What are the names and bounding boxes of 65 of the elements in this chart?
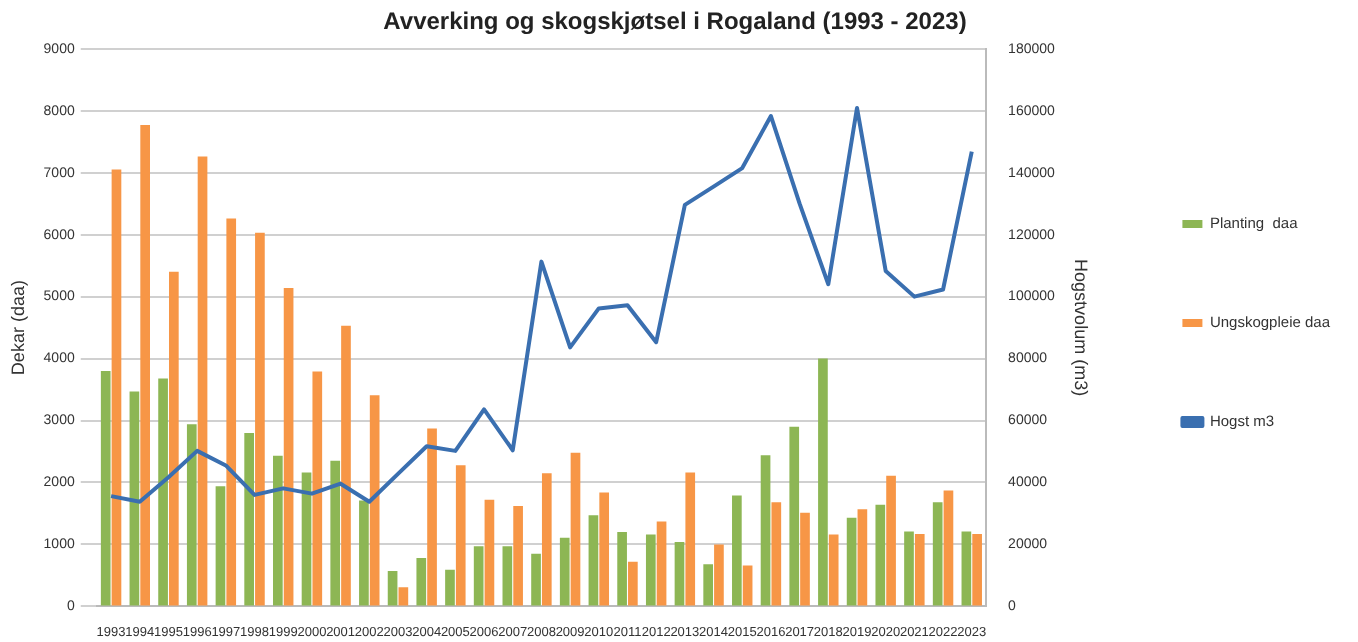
bar (140, 125, 150, 606)
bar (100, 370, 111, 606)
bar (570, 452, 581, 606)
bar (445, 569, 455, 606)
y2-axis-title: Hogstvolum (m3) (1070, 259, 1091, 397)
bar (703, 564, 714, 606)
bar (255, 232, 265, 606)
bar (416, 558, 427, 606)
bar (828, 534, 839, 606)
bar (972, 533, 982, 606)
bar (904, 531, 914, 606)
bar (398, 587, 409, 606)
bar (732, 495, 742, 606)
bar (215, 486, 226, 606)
bar (330, 460, 341, 606)
bar (369, 395, 380, 606)
bar (541, 473, 552, 606)
bar (932, 502, 943, 606)
bar (531, 553, 541, 606)
bar (559, 537, 570, 606)
bar (341, 325, 351, 606)
bar (875, 504, 886, 606)
bar (846, 517, 857, 606)
bar (283, 287, 294, 606)
bar (961, 531, 972, 606)
bar (129, 391, 140, 606)
bar (158, 378, 168, 606)
bar (742, 565, 753, 606)
bar (818, 358, 828, 606)
bar (588, 515, 599, 606)
bar (387, 571, 398, 606)
bar (771, 502, 782, 606)
bar (789, 426, 800, 606)
bar (886, 475, 896, 606)
bar (674, 541, 685, 606)
bar (617, 532, 627, 606)
bar (244, 432, 254, 606)
chart-title: Avverking og skogskjøtsel i Rogaland (1993 - 2023) (383, 7, 967, 36)
bar (857, 509, 868, 606)
bar (169, 271, 179, 606)
bar (473, 546, 484, 606)
bar (628, 561, 638, 606)
bar (111, 169, 122, 606)
bar (197, 156, 208, 606)
y-axis-title: Dekar (daa) (7, 280, 28, 376)
bar (312, 371, 323, 606)
bar (226, 218, 237, 606)
bar (513, 506, 523, 606)
bar (914, 533, 925, 606)
bar (484, 499, 495, 606)
bar (359, 500, 369, 606)
bar (685, 472, 696, 606)
bar (455, 465, 466, 606)
bar (943, 490, 954, 606)
bar (656, 521, 667, 606)
bar (599, 492, 610, 606)
bar (760, 455, 771, 606)
bar (273, 455, 283, 606)
bar (186, 424, 197, 606)
bar (714, 544, 724, 606)
bar (301, 472, 312, 606)
bar (502, 546, 513, 606)
bar (645, 534, 656, 606)
bar (427, 428, 437, 606)
bar (800, 512, 810, 606)
